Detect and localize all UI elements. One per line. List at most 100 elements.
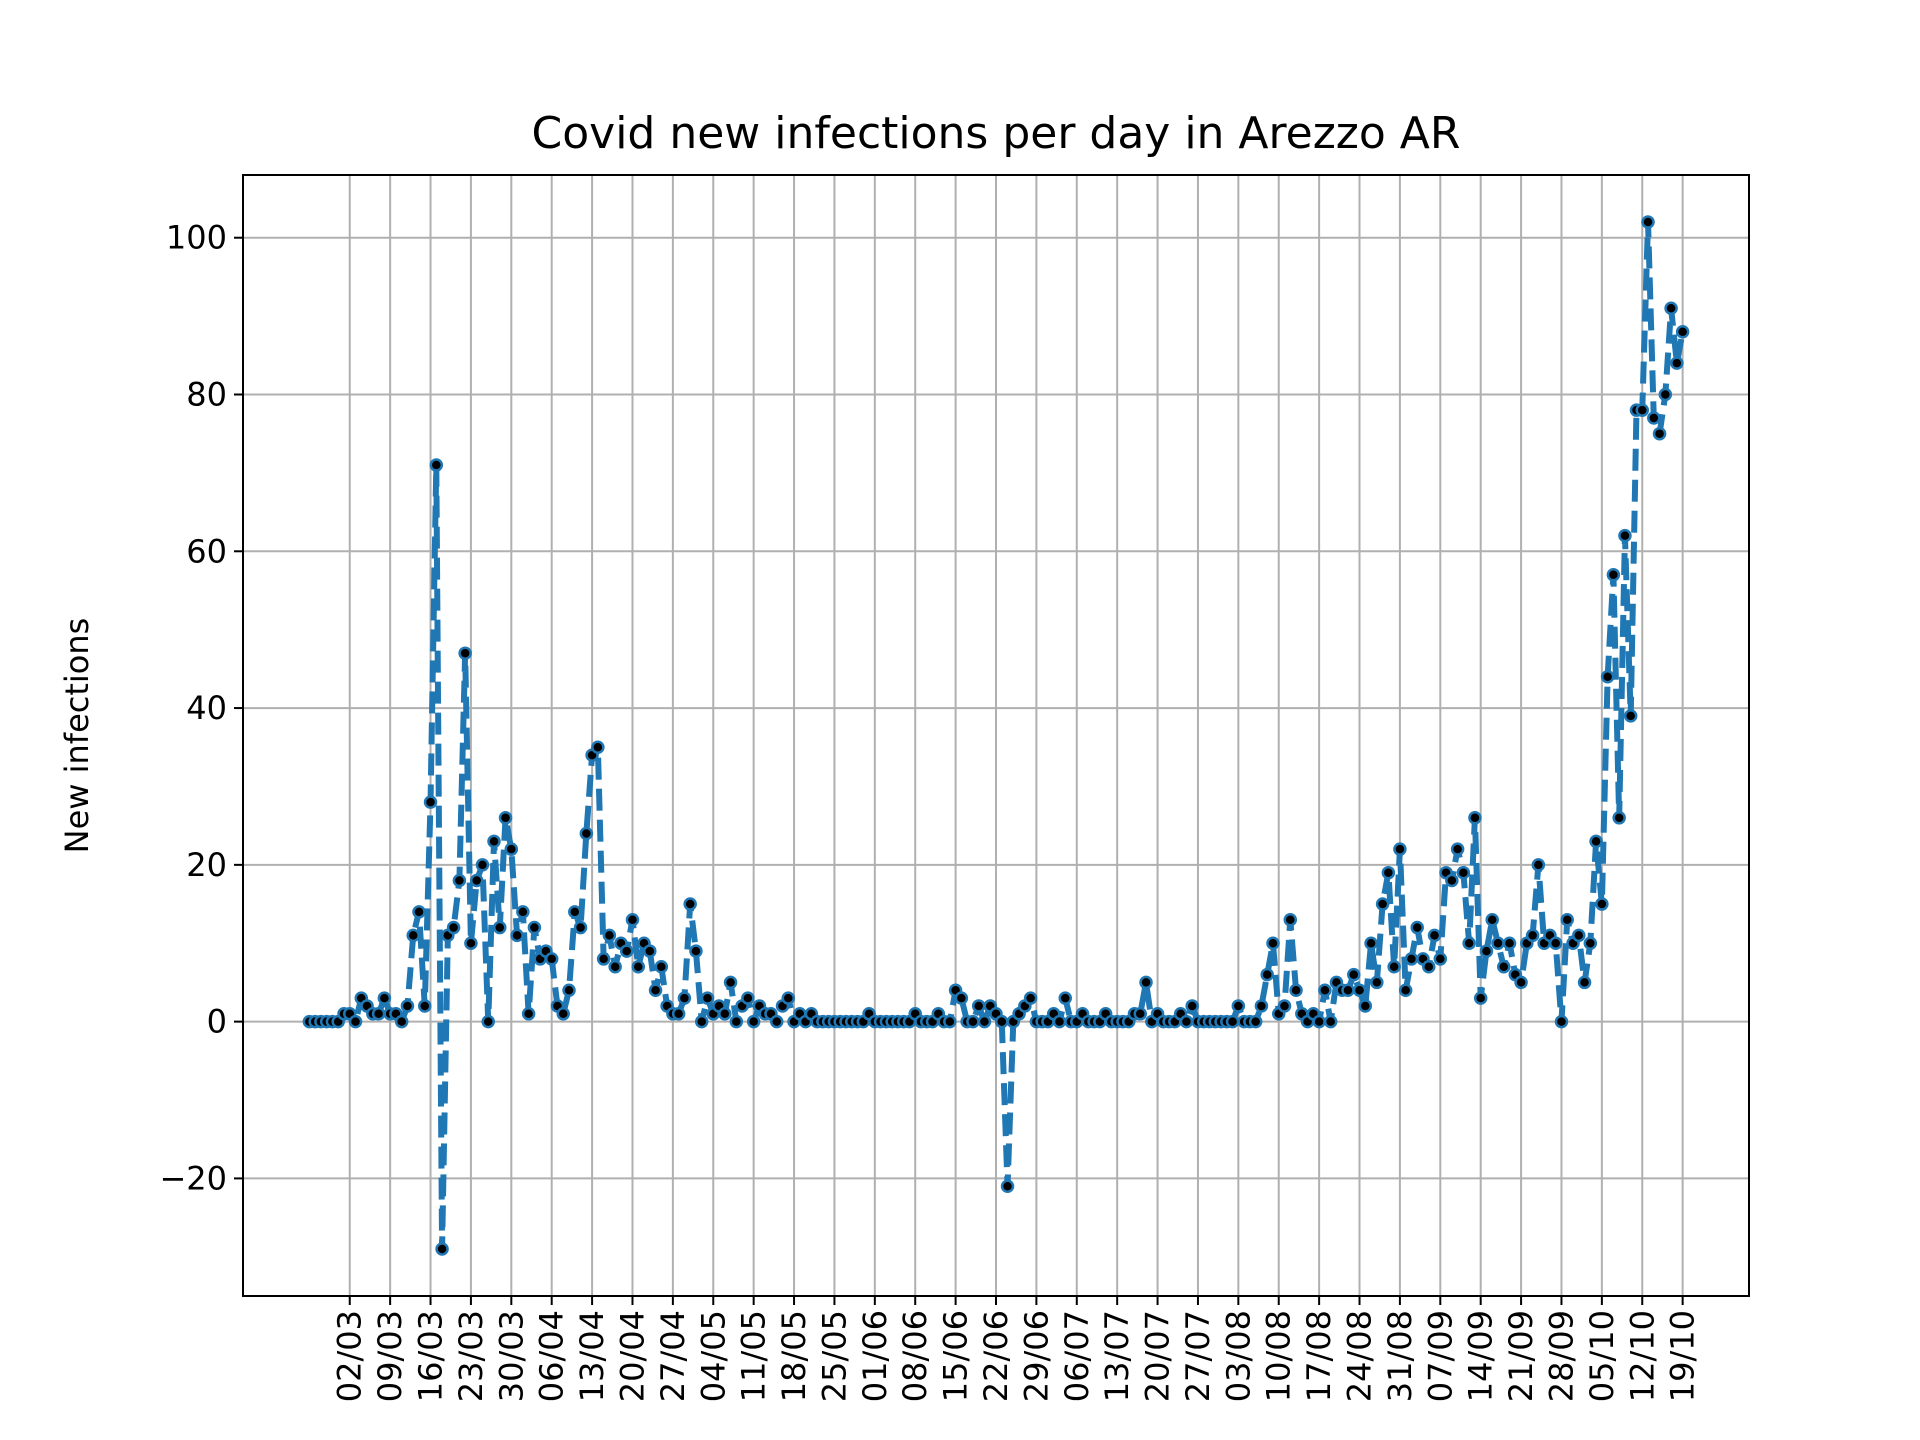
data-point (412, 905, 426, 919)
y-tick-label: 100 (166, 219, 227, 257)
data-point (648, 983, 663, 998)
x-tick-label: 01/06 (856, 1310, 894, 1402)
x-tick-label: 07/09 (1421, 1310, 1459, 1402)
data-point (769, 1014, 784, 1029)
x-tick-label: 06/07 (1058, 1310, 1096, 1402)
data-point (1450, 842, 1465, 856)
x-tick-label: 10/08 (1260, 1310, 1298, 1402)
data-point (1491, 936, 1505, 950)
data-point (1231, 999, 1246, 1013)
data-point (694, 1014, 709, 1029)
data-point (429, 458, 444, 472)
data-point (671, 1007, 686, 1021)
data-point (1497, 960, 1511, 974)
x-tick-label: 03/08 (1219, 1310, 1257, 1402)
data-point (1260, 967, 1274, 982)
data-point (348, 1014, 363, 1029)
data-point (527, 920, 542, 935)
x-tick-label: 28/09 (1542, 1310, 1580, 1402)
data-point (1283, 912, 1298, 927)
data-point (1577, 975, 1592, 990)
y-axis-ticks: −20 0 20 40 60 80 100 (159, 219, 243, 1197)
data-point (1623, 709, 1638, 723)
data-point (1289, 983, 1303, 998)
data-point (573, 920, 588, 935)
data-point (1370, 975, 1384, 990)
data-point (1398, 983, 1413, 998)
data-point (729, 1014, 744, 1029)
data-point (700, 991, 715, 1005)
x-tick-label: 09/03 (371, 1310, 409, 1402)
y-tick-label: 60 (186, 532, 227, 570)
data-point (1052, 1014, 1067, 1029)
data-point (1341, 983, 1355, 998)
data-point (602, 928, 617, 943)
data-point (683, 897, 697, 911)
data-point (1525, 928, 1540, 943)
data-point (1387, 960, 1401, 974)
data-point (1393, 842, 1407, 856)
x-tick-label: 16/03 (412, 1310, 450, 1402)
y-tick-label: 80 (186, 375, 227, 413)
x-tick-label: 22/06 (977, 1310, 1015, 1402)
data-point (1589, 834, 1603, 849)
x-tick-label: 06/04 (533, 1310, 571, 1402)
data-point (1318, 983, 1332, 998)
data-point (1479, 944, 1494, 958)
data-point (1023, 991, 1038, 1005)
data-point (1000, 1179, 1015, 1193)
data-point (377, 991, 392, 1005)
data-point (1248, 1014, 1263, 1029)
data-point (1422, 960, 1436, 974)
data-point (677, 991, 692, 1005)
x-tick-label: 11/05 (735, 1310, 773, 1402)
data-point (718, 1007, 732, 1021)
x-tick-label: 13/04 (573, 1310, 611, 1402)
data-point (631, 960, 645, 974)
data-point (977, 1014, 992, 1029)
data-point (1381, 865, 1396, 880)
data-point (781, 991, 796, 1005)
data-point (1502, 936, 1517, 950)
data-point (458, 646, 472, 660)
data-point (406, 928, 420, 943)
x-tick-label: 20/07 (1139, 1310, 1177, 1402)
data-point (1618, 528, 1632, 543)
data-point (418, 999, 432, 1013)
data-point (608, 960, 622, 974)
data-point (423, 795, 438, 809)
data-point (452, 873, 467, 888)
x-tick-label: 13/07 (1098, 1310, 1136, 1402)
data-point (1473, 991, 1488, 1005)
data-point (1445, 873, 1459, 888)
data-point (995, 1014, 1009, 1029)
data-point (619, 944, 634, 958)
x-tick-label: 21/09 (1502, 1310, 1540, 1402)
data-point (475, 858, 490, 872)
data-point (966, 1014, 980, 1029)
data-point (741, 991, 755, 1005)
x-tick-label: 18/05 (775, 1310, 813, 1402)
y-tick-label: 40 (186, 689, 227, 727)
data-point (1548, 936, 1563, 950)
data-point (435, 1242, 449, 1256)
data-point (689, 944, 703, 958)
data-point (1468, 811, 1482, 825)
data-point (1583, 936, 1598, 950)
x-tick-label: 17/08 (1300, 1310, 1338, 1402)
data-point (481, 1014, 495, 1029)
data-point (1658, 387, 1673, 402)
data-point (1647, 411, 1661, 425)
data-point (1641, 215, 1655, 229)
data-point (579, 826, 594, 841)
data-point (556, 1007, 570, 1021)
data-point (971, 999, 986, 1013)
data-point (1664, 301, 1678, 316)
x-axis-ticks: 02/03 09/03 16/03 23/03 30/03 06/04 13/04 20/04… (331, 1296, 1702, 1402)
data-point (521, 1007, 536, 1021)
data-point (1612, 811, 1626, 825)
data-point (1312, 1014, 1326, 1029)
x-tick-label: 02/03 (331, 1310, 369, 1402)
data-point (1358, 999, 1373, 1013)
